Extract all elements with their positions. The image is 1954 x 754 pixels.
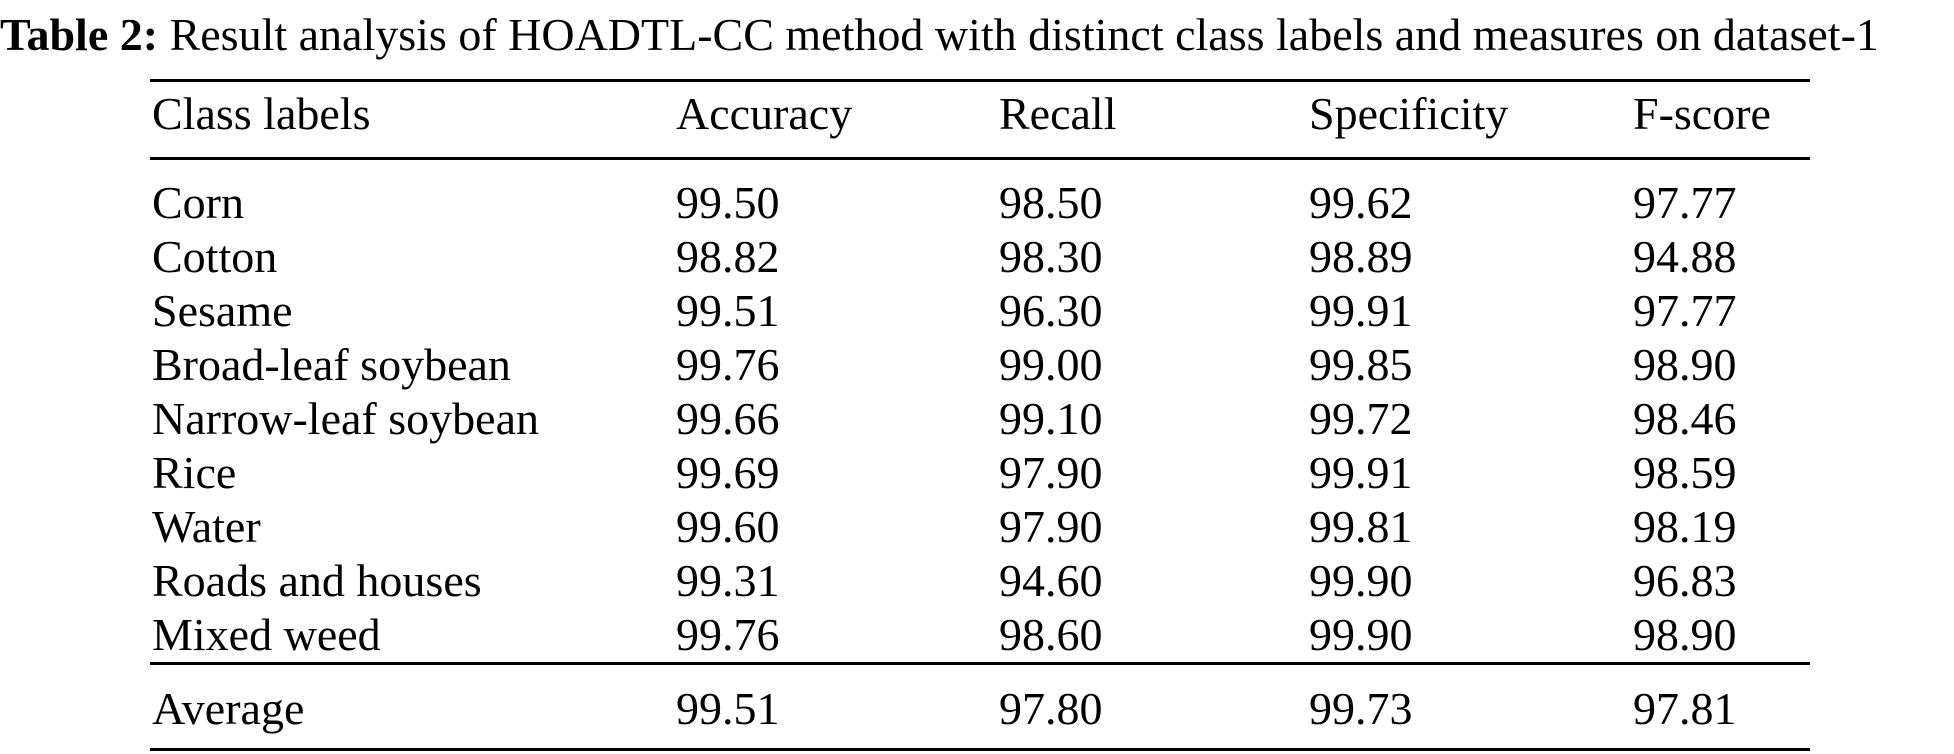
- class-label-cell: Sesame: [152, 285, 293, 336]
- table-row: Sesame 99.51 96.30 99.91 97.77: [0, 284, 1954, 338]
- value-cell: 99.69: [676, 447, 780, 498]
- value-cell: 99.50: [676, 177, 780, 228]
- header-rule: [150, 157, 1810, 160]
- value-cell: 99.51: [676, 285, 780, 336]
- value-cell: 99.90: [1309, 555, 1413, 606]
- header-cell: Recall: [999, 88, 1117, 139]
- value-cell: 98.50: [999, 177, 1103, 228]
- table-row: Cotton 98.82 98.30 98.89 94.88: [0, 230, 1954, 284]
- footer-rule: [150, 662, 1810, 665]
- table-row: Broad-leaf soybean 99.76 99.00 99.85 98.90: [0, 338, 1954, 392]
- value-cell: 97.90: [999, 447, 1103, 498]
- header-cell: Specificity: [1309, 88, 1509, 139]
- value-cell: 98.30: [999, 231, 1103, 282]
- value-cell: 98.59: [1633, 447, 1737, 498]
- table-row: Mixed weed 99.76 98.60 99.90 98.90: [0, 608, 1954, 662]
- value-cell: 99.90: [1309, 609, 1413, 660]
- header-cell: Class labels: [152, 88, 371, 139]
- value-cell: 97.77: [1633, 285, 1737, 336]
- value-cell: 99.76: [676, 609, 780, 660]
- value-cell: 97.90: [999, 501, 1103, 552]
- class-label-cell: Mixed weed: [152, 609, 381, 660]
- class-label-cell: Broad-leaf soybean: [152, 339, 511, 390]
- value-cell: 99.62: [1309, 177, 1413, 228]
- value-cell: 99.31: [676, 555, 780, 606]
- footer-cell: 99.73: [1309, 683, 1413, 734]
- footer-cell: 99.51: [676, 683, 780, 734]
- value-cell: 99.66: [676, 393, 780, 444]
- value-cell: 99.76: [676, 339, 780, 390]
- class-label-cell: Rice: [152, 447, 237, 498]
- caption-label: Table 2:: [0, 9, 159, 60]
- header-cell: F-score: [1633, 88, 1771, 139]
- footer-cell: Average: [152, 683, 305, 734]
- class-label-cell: Corn: [152, 177, 244, 228]
- value-cell: 94.60: [999, 555, 1103, 606]
- value-cell: 97.77: [1633, 177, 1737, 228]
- value-cell: 99.60: [676, 501, 780, 552]
- class-label-cell: Roads and houses: [152, 555, 482, 606]
- value-cell: 94.88: [1633, 231, 1737, 282]
- class-label-cell: Narrow-leaf soybean: [152, 393, 539, 444]
- caption-text: Result analysis of HOADTL-CC method with…: [158, 9, 1879, 60]
- value-cell: 98.82: [676, 231, 780, 282]
- value-cell: 99.91: [1309, 285, 1413, 336]
- table-row: Rice 99.69 97.90 99.91 98.59: [0, 446, 1954, 500]
- value-cell: 98.89: [1309, 231, 1413, 282]
- table-row: Narrow-leaf soybean 99.66 99.10 99.72 98.46: [0, 392, 1954, 446]
- table-row: Corn 99.50 98.50 99.62 97.77: [0, 176, 1954, 230]
- footer-row: Average 99.51 97.80 99.73 97.81: [0, 682, 1954, 736]
- value-cell: 98.60: [999, 609, 1103, 660]
- bottom-rule: [150, 748, 1810, 751]
- table-caption: Table 2: Result analysis of HOADTL-CC me…: [0, 8, 1879, 62]
- value-cell: 99.81: [1309, 501, 1413, 552]
- table-row: Roads and houses 99.31 94.60 99.90 96.83: [0, 554, 1954, 608]
- header-cell: Accuracy: [676, 88, 853, 139]
- value-cell: 96.30: [999, 285, 1103, 336]
- value-cell: 99.10: [999, 393, 1103, 444]
- footer-cell: 97.81: [1633, 683, 1737, 734]
- value-cell: 96.83: [1633, 555, 1737, 606]
- value-cell: 98.19: [1633, 501, 1737, 552]
- footer-cell: 97.80: [999, 683, 1103, 734]
- value-cell: 98.90: [1633, 609, 1737, 660]
- value-cell: 99.91: [1309, 447, 1413, 498]
- class-label-cell: Water: [152, 501, 261, 552]
- header-row: Class labels Accuracy Recall Specificity…: [0, 87, 1954, 141]
- top-rule: [150, 79, 1810, 82]
- class-label-cell: Cotton: [152, 231, 278, 282]
- value-cell: 98.46: [1633, 393, 1737, 444]
- value-cell: 99.00: [999, 339, 1103, 390]
- table-row: Water 99.60 97.90 99.81 98.19: [0, 500, 1954, 554]
- value-cell: 99.72: [1309, 393, 1413, 444]
- value-cell: 98.90: [1633, 339, 1737, 390]
- value-cell: 99.85: [1309, 339, 1413, 390]
